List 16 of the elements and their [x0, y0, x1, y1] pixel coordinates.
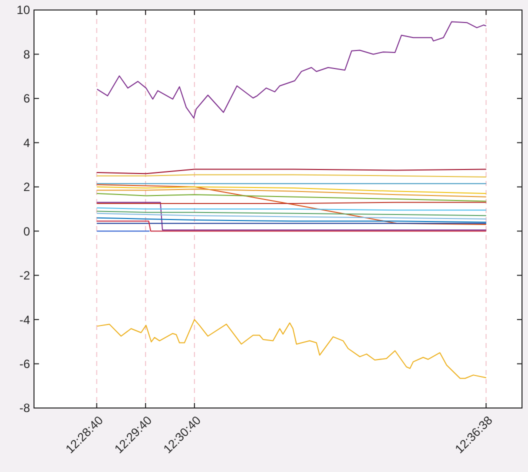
- y-tick-label: 6: [23, 92, 30, 106]
- y-tick-label: -8: [19, 401, 30, 416]
- line-series: [96, 21, 487, 119]
- y-tick-label: 4: [23, 136, 30, 150]
- y-tick-label: 10: [16, 3, 30, 18]
- line-series: [96, 193, 487, 202]
- y-tick-label: 0: [23, 224, 30, 238]
- line-series: [96, 184, 487, 225]
- y-tick-label: -4: [19, 312, 30, 327]
- line-series: [96, 188, 487, 198]
- y-tick-label: -6: [19, 356, 30, 371]
- y-tick-label: 8: [23, 47, 30, 62]
- line-series: [96, 186, 487, 194]
- y-tick-label: 2: [23, 180, 30, 194]
- y-tick-label: -2: [19, 268, 30, 283]
- line-series: [96, 319, 487, 379]
